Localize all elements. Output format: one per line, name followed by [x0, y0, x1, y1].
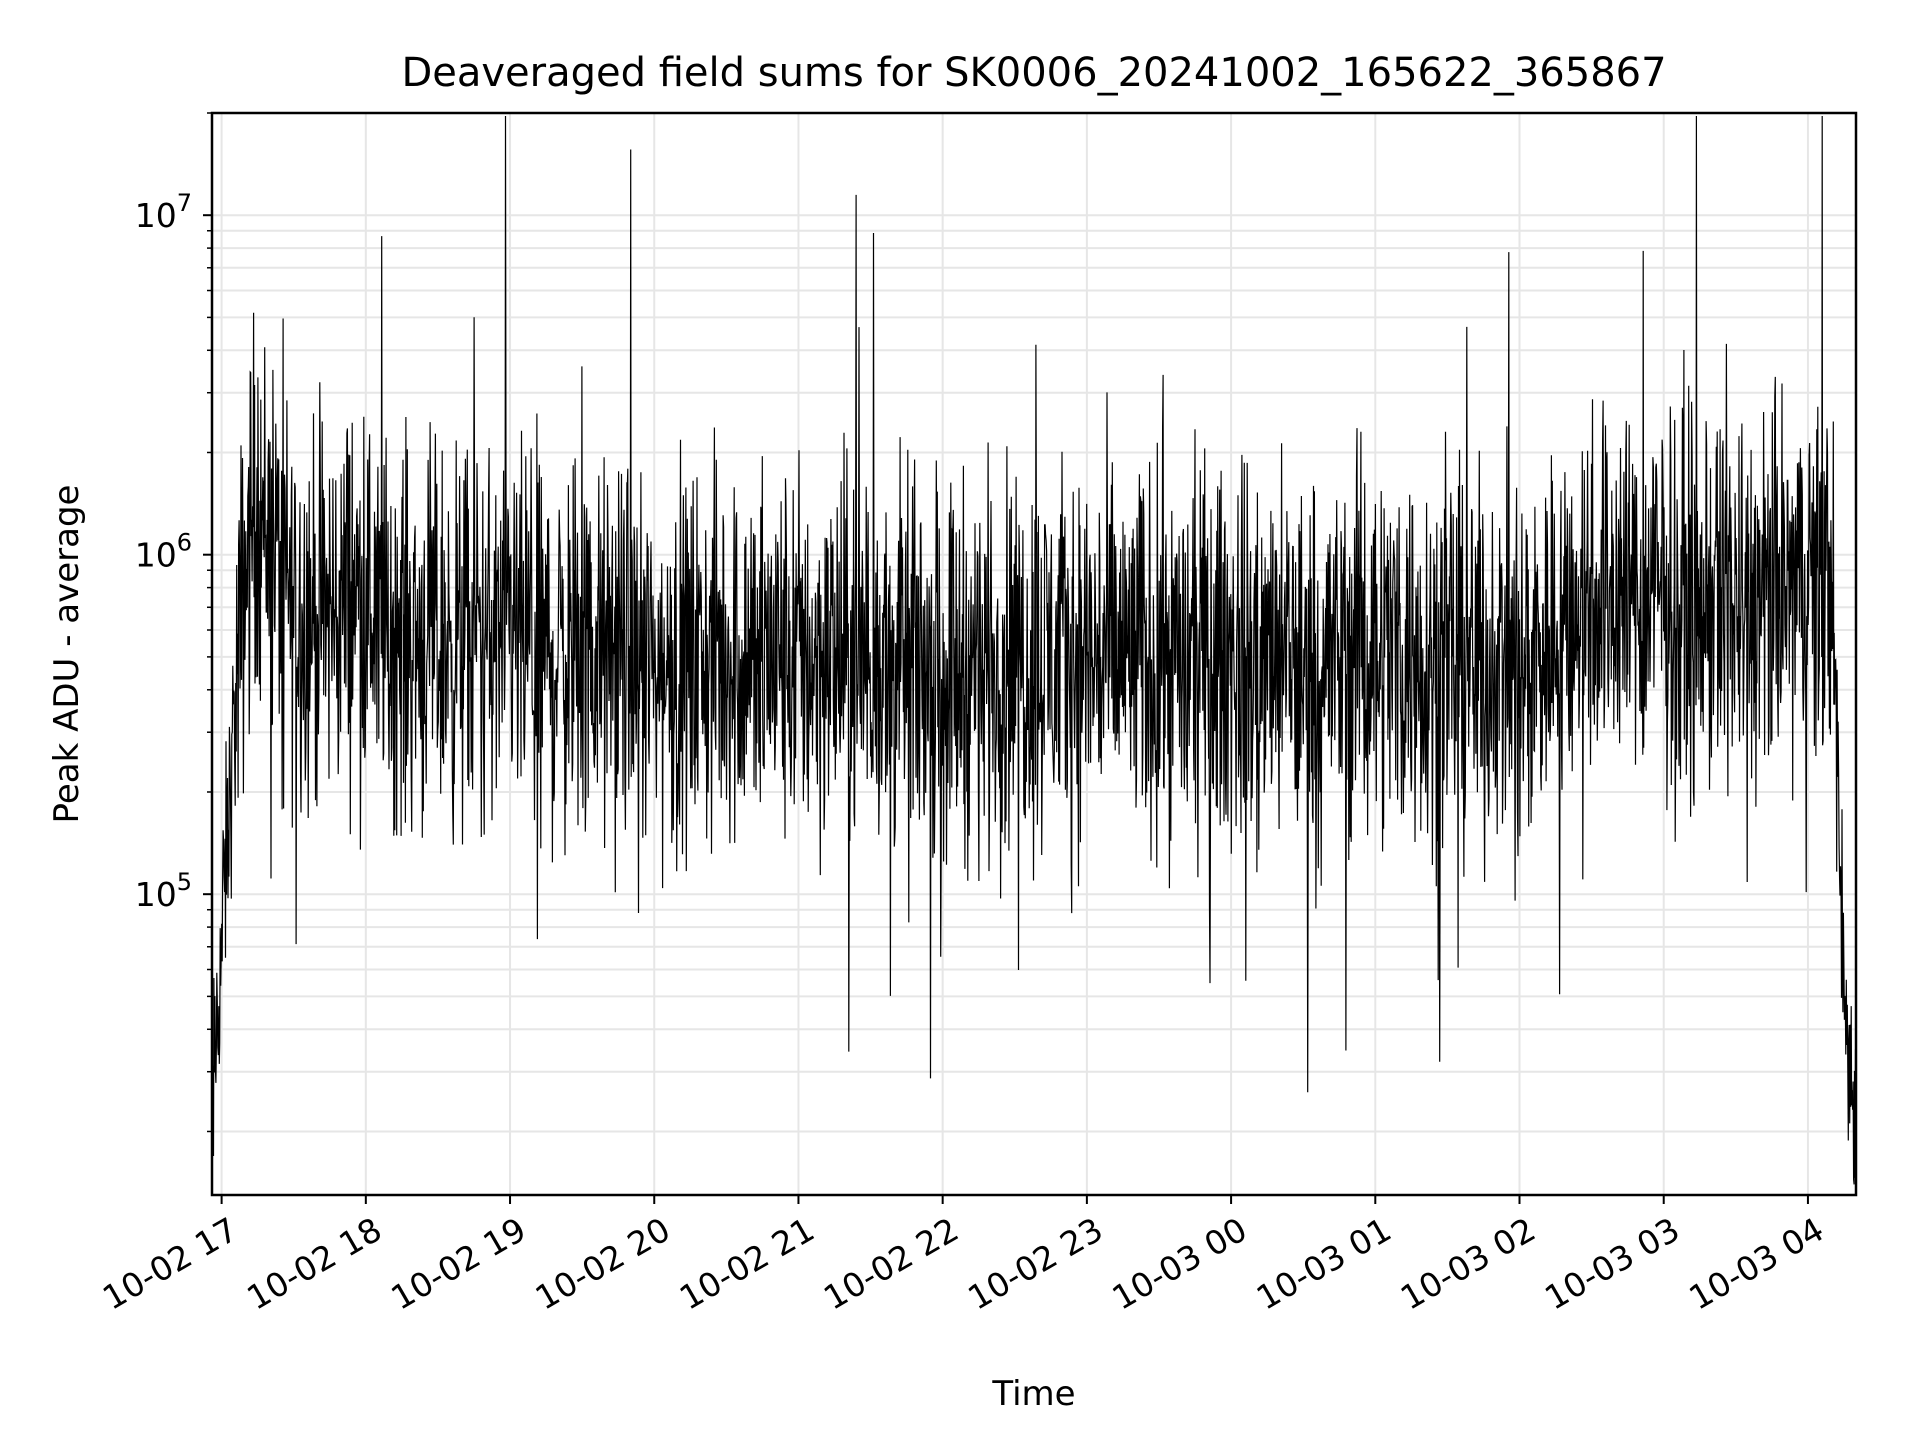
x-axis-label: Time: [991, 1374, 1075, 1414]
series-line: [211, 115, 1857, 1188]
plot-frame: [210, 111, 1858, 1197]
y-axis-label: Peak ADU - average: [47, 485, 87, 824]
y-tick-label: 105: [135, 868, 192, 914]
chart-title: Deaveraged field sums for SK0006_2024100…: [401, 50, 1666, 96]
y-tick-label: 107: [135, 189, 192, 235]
y-axis: 105 106 107: [135, 112, 212, 1133]
y-tick-label: 106: [135, 529, 192, 575]
